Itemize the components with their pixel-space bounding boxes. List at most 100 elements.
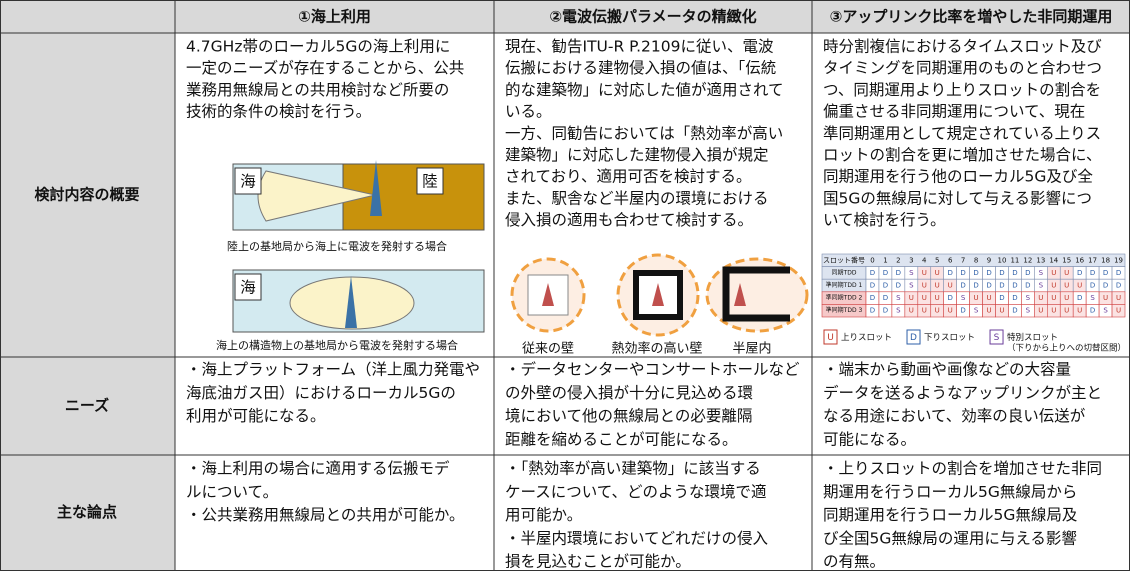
- slot-value: D: [870, 269, 875, 277]
- slot-number: 9: [987, 256, 991, 264]
- slot-value: D: [960, 269, 965, 277]
- slot-value: D: [870, 282, 875, 290]
- cell-line: ・端末から動画や画像などの大容量: [823, 361, 1071, 379]
- slot-number: 0: [870, 256, 874, 264]
- cell-line: いて検討を行う。: [823, 211, 946, 229]
- cell-line: 損を見込むことが可能か。: [505, 553, 691, 571]
- column-header: ②電波伝搬パラメータの精緻化: [549, 8, 756, 26]
- cell-line: 建築物」に対応した建物侵入損が規定: [505, 146, 769, 164]
- cell-line: 境において他の無線局との必要離隔: [505, 406, 752, 425]
- slot-value: D: [1116, 282, 1121, 290]
- walls-diagram: [510, 253, 809, 337]
- cell-line: 時分割複信におけるタイムスロット及び: [823, 38, 1102, 56]
- slot-value: D: [883, 282, 888, 290]
- slot-value: U: [999, 307, 1004, 315]
- cell-line: ・半屋内環境においてどれだけの侵入: [505, 528, 768, 547]
- cell-line: タイミングを同期運用のものと合わせつ: [823, 59, 1102, 77]
- slot-value: U: [948, 282, 953, 290]
- slot-number: 14: [1049, 256, 1058, 264]
- cell-line: 海底油ガス田）におけるローカル5Gの: [186, 384, 456, 402]
- slot-value: D: [1012, 307, 1017, 315]
- cell-line: び全国5G無線局の運用に与える影響: [823, 529, 1077, 547]
- slot-number: 17: [1088, 256, 1097, 264]
- header-bg: [0, 0, 1130, 33]
- slot-value: S: [896, 294, 901, 302]
- slot-value: U: [909, 294, 914, 302]
- slot-value: U: [935, 307, 940, 315]
- slot-value: U: [1077, 307, 1082, 315]
- slot-value: D: [1077, 269, 1082, 277]
- legend-key: U: [827, 333, 834, 343]
- slot-value: D: [947, 269, 952, 277]
- cell-line: データを送るようなアップリンクが主と: [823, 383, 1102, 402]
- slot-value: S: [896, 307, 901, 315]
- slot-cell: [1111, 304, 1126, 318]
- slot-value: U: [948, 307, 953, 315]
- cell-line: 侵入損の適用も合わせて検討する。: [505, 211, 753, 229]
- column-header: ①海上利用: [298, 8, 371, 26]
- slot-value: U: [1116, 307, 1121, 315]
- slot-number: 13: [1036, 256, 1045, 264]
- diagram-caption: 海上の構造物上の基地局から電波を発射する場合: [216, 338, 458, 352]
- cell-line: 期運用を行うローカル5G無線局から: [823, 483, 1077, 501]
- slot-number: 11: [1010, 256, 1019, 264]
- cell-line: ・データセンターやコンサートホールなど: [505, 360, 800, 379]
- slot-value: D: [960, 307, 965, 315]
- row-header: ニーズ: [65, 397, 109, 415]
- slot-number: 4: [922, 256, 927, 264]
- slot-value: D: [986, 269, 991, 277]
- slot-value: U: [1051, 307, 1056, 315]
- maritime-diagram-2: [232, 269, 485, 333]
- cell-line: 可能になる。: [823, 430, 916, 448]
- slot-value: D: [1012, 282, 1017, 290]
- cell-line: 国5Gの無線局に対して与える影響につ: [823, 189, 1092, 207]
- slot-value: D: [1012, 269, 1017, 277]
- slot-number: 3: [909, 256, 913, 264]
- slot-value: S: [1103, 307, 1108, 315]
- slot-number: 12: [1023, 256, 1032, 264]
- slot-value: D: [1077, 294, 1082, 302]
- cell-line: 伝搬における建物侵入損の値は、「伝統: [505, 59, 776, 77]
- cell-line: 4.7GHz帯のローカル5Gの海上利用に: [186, 38, 450, 56]
- row-header: 主な論点: [57, 503, 117, 521]
- maritime-diagram-1: [232, 160, 485, 231]
- slot-value: D: [896, 269, 901, 277]
- slot-value: U: [922, 294, 927, 302]
- cell-line: 偏重させる非同期運用について、現在: [823, 103, 1085, 121]
- slot-value: D: [1103, 269, 1108, 277]
- cell-line: ロットの割合を更に増加させた場合に、: [823, 146, 1102, 164]
- slot-value: U: [1077, 282, 1082, 290]
- slot-number: 16: [1075, 256, 1084, 264]
- slot-value: D: [986, 282, 991, 290]
- slot-value: D: [1025, 269, 1030, 277]
- cell-line: 一方、同勧告においては「熱効率が高い: [505, 124, 783, 142]
- slot-value: U: [1116, 294, 1121, 302]
- slot-value: U: [1064, 282, 1069, 290]
- slot-value: D: [883, 307, 888, 315]
- slot-value: D: [896, 282, 901, 290]
- slot-value: S: [1039, 282, 1044, 290]
- slot-value: S: [974, 307, 979, 315]
- cell-line: 的な建築物」に対応した値が適用されて: [505, 81, 784, 99]
- slot-value: D: [883, 269, 888, 277]
- cell-line: いる。: [505, 103, 552, 121]
- cell-line: ・海上プラットフォーム（洋上風力発電や: [186, 361, 480, 379]
- diagram-label: 海: [240, 279, 256, 297]
- slot-value: D: [870, 307, 875, 315]
- slot-value: S: [1090, 294, 1095, 302]
- cell-line: 利用が可能になる。: [186, 407, 326, 425]
- diagram-caption: 半屋内: [732, 341, 771, 357]
- slot-row-name: 準同期TDD 2: [826, 294, 863, 302]
- slot-value: D: [1103, 282, 1108, 290]
- row-header: 検討内容の概要: [34, 186, 139, 204]
- slot-value: U: [1051, 269, 1056, 277]
- slot-number: 8: [974, 256, 978, 264]
- slot-number: 2: [896, 256, 900, 264]
- slot-number: 1: [883, 256, 887, 264]
- slot-value: D: [947, 294, 952, 302]
- slot-value: U: [974, 294, 979, 302]
- cell-line: の有無。: [823, 553, 885, 571]
- cell-line: ・海上利用の場合に適用する伝搬モデ: [186, 459, 450, 478]
